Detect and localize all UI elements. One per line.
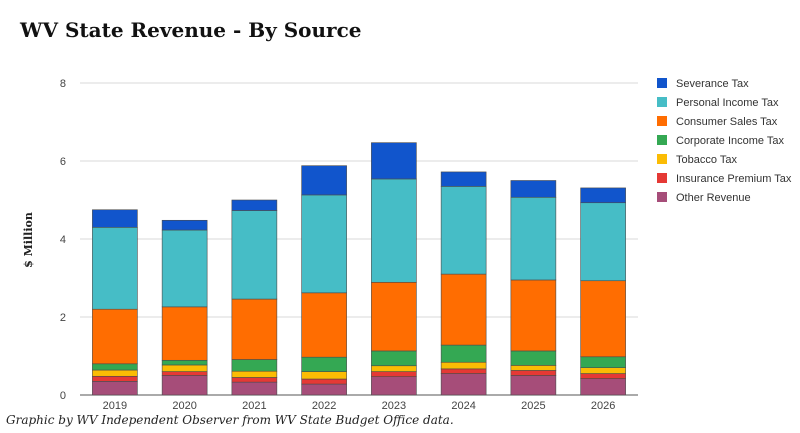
bar-segment [440,368,487,374]
y-tick-label: 2 [60,312,66,324]
x-tick-label: 2023 [382,400,406,412]
y-tick-label: 0 [60,390,66,402]
bar-segment [231,210,278,300]
legend: Severance Tax Personal Income Tax Consumer… [657,78,792,204]
bar-segment [231,381,278,396]
y-axis-label: $ Million [22,212,35,268]
bar-segment [161,371,208,376]
bar-segment [161,219,208,231]
x-tick-label: 2025 [521,400,545,412]
y-tick-label: 6 [60,156,66,168]
x-tick-label: 2019 [103,400,127,412]
bar-segment [580,367,626,374]
legend-label: Corporate Income Tax [676,135,785,147]
x-tick-label: 2026 [591,400,615,412]
chart-title: WV State Revenue - By Source [20,18,362,42]
legend-label: Insurance Premium Tax [676,173,792,185]
bar-segment [92,363,138,371]
y-tick-label: 8 [60,78,66,90]
bar-segment [580,187,626,204]
legend-label: Consumer Sales Tax [676,116,778,128]
bar-segment [440,361,487,370]
bar-segment [231,377,278,383]
bar-segment [231,199,278,211]
bar-segment [580,373,626,379]
legend-swatch [657,116,667,126]
bar-segment [510,196,557,281]
bar-segment [440,373,487,396]
x-tick-label: 2020 [172,400,196,412]
bar-segment [301,292,347,358]
bar-segment [440,273,487,346]
bar-segment [92,369,138,377]
bar-segment [92,308,138,365]
bar-segment [92,227,138,310]
bar-segment [92,209,138,228]
legend-label: Other Revenue [676,192,751,204]
legend-swatch [657,173,667,183]
bar-segment [371,350,417,367]
bar-segment [301,194,347,294]
bar-segment [92,381,138,396]
bars [92,142,626,396]
bar-segment [510,180,557,198]
bar-segment [371,281,417,352]
y-tick-label: 4 [60,234,66,246]
bar-segment [580,378,626,396]
legend-swatch [657,97,667,107]
bar-segment [371,371,417,377]
x-tick-label: 2022 [312,400,336,412]
legend-label: Tobacco Tax [676,154,737,166]
bar-segment [231,359,278,372]
bar-segment [92,375,138,382]
bar-segment [301,371,347,380]
bar-segment [161,359,208,366]
bar-segment [161,306,208,361]
legend-swatch [657,78,667,88]
legend-swatch [657,135,667,145]
bar-segment [161,229,208,308]
y-axis-ticks: 0 2 4 6 8 [60,78,66,402]
bar-segment [231,298,278,360]
legend-swatch [657,192,667,202]
bar-segment [161,375,208,396]
bar-segment [301,378,347,385]
bar-segment [301,165,347,196]
bar-segment [231,370,278,378]
bar-segment [161,364,208,372]
bar-segment [371,178,417,283]
bar-segment [371,376,417,396]
bar-segment [580,280,626,358]
bar-segment [510,370,557,376]
bar-segment [510,279,557,352]
bar-segment [510,365,557,371]
bar-segment [440,344,487,363]
legend-swatch [657,154,667,164]
bar-segment [440,186,487,275]
bar-segment [580,356,626,368]
bar-segment [371,365,417,372]
bar-segment [510,350,557,366]
source-caption: Graphic by WV Independent Observer from … [6,413,454,427]
legend-label: Severance Tax [676,78,749,90]
x-axis-ticks: 2019 2020 2021 2022 2023 2024 2025 2026 [103,400,616,412]
x-tick-label: 2021 [242,400,266,412]
bar-segment [371,142,417,180]
bar-segment [301,356,347,372]
bar-segment [301,383,347,396]
legend-label: Personal Income Tax [676,97,779,109]
bar-segment [440,171,487,187]
x-tick-label: 2024 [451,400,475,412]
bar-segment [580,202,626,282]
bar-segment [510,375,557,396]
